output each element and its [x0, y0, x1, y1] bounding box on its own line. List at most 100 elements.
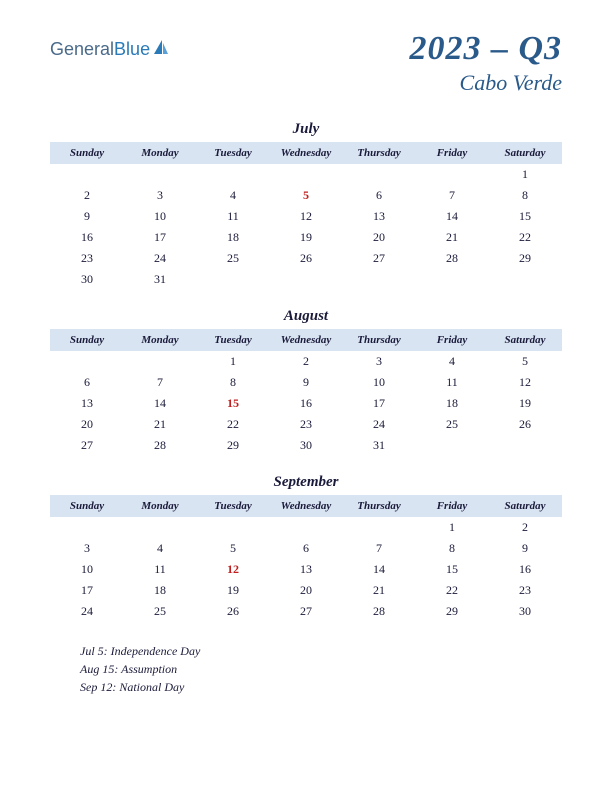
calendar-day: 25: [197, 248, 270, 269]
holidays-list: Jul 5: Independence DayAug 15: Assumptio…: [80, 642, 562, 696]
calendar-week: 3456789: [51, 538, 562, 559]
calendar-day: 25: [416, 414, 489, 435]
calendar-day: 15: [197, 393, 270, 414]
calendar-day: 30: [489, 601, 562, 622]
calendar-day: [416, 269, 489, 290]
calendar-day: [270, 164, 343, 186]
calendar-day: 30: [270, 435, 343, 456]
calendar-day: 27: [343, 248, 416, 269]
calendar-week: 20212223242526: [51, 414, 562, 435]
calendar-day: 7: [416, 185, 489, 206]
calendar-day: 26: [270, 248, 343, 269]
day-header: Saturday: [489, 143, 562, 164]
calendar-day: 13: [51, 393, 124, 414]
calendar-day: 19: [197, 580, 270, 601]
calendar-day: 7: [343, 538, 416, 559]
calendar-day: 29: [197, 435, 270, 456]
calendar-day: [343, 517, 416, 539]
calendar-day: 8: [197, 372, 270, 393]
day-header: Monday: [124, 143, 197, 164]
calendar-day: 22: [489, 227, 562, 248]
calendar-day: 31: [124, 269, 197, 290]
calendar-day: 11: [197, 206, 270, 227]
calendar-day: 19: [270, 227, 343, 248]
calendar-day: 9: [270, 372, 343, 393]
calendar-day: 1: [489, 164, 562, 186]
day-header: Thursday: [343, 330, 416, 351]
calendar-day: [197, 164, 270, 186]
calendar-day: 8: [489, 185, 562, 206]
month-name: July: [50, 121, 562, 138]
day-header: Saturday: [489, 496, 562, 517]
calendar-day: 13: [270, 559, 343, 580]
calendar-day: [51, 351, 124, 373]
calendar-day: [489, 269, 562, 290]
day-header: Monday: [124, 330, 197, 351]
title-block: 2023 – Q3 Cabo Verde: [409, 30, 562, 96]
calendar-day: 6: [270, 538, 343, 559]
months-container: JulySundayMondayTuesdayWednesdayThursday…: [50, 121, 562, 622]
calendar-day: [270, 517, 343, 539]
calendar-day: 2: [489, 517, 562, 539]
calendar-day: [51, 517, 124, 539]
calendar-day: 17: [51, 580, 124, 601]
calendar-day: [416, 164, 489, 186]
calendar-day: 23: [489, 580, 562, 601]
country-title: Cabo Verde: [409, 70, 562, 96]
day-header: Monday: [124, 496, 197, 517]
calendar-day: 21: [343, 580, 416, 601]
day-header: Tuesday: [197, 496, 270, 517]
calendar-day: 27: [270, 601, 343, 622]
calendar-week: 12345: [51, 351, 562, 373]
calendar-day: [51, 164, 124, 186]
calendar-table: SundayMondayTuesdayWednesdayThursdayFrid…: [50, 495, 562, 622]
calendar-day: 31: [343, 435, 416, 456]
logo: GeneralBlue: [50, 38, 170, 61]
calendar-day: [197, 517, 270, 539]
calendar-week: 12: [51, 517, 562, 539]
calendar-day: 25: [124, 601, 197, 622]
calendar-day: 29: [489, 248, 562, 269]
logo-text-blue: Blue: [114, 39, 150, 60]
day-header: Wednesday: [270, 330, 343, 351]
calendar-day: 5: [489, 351, 562, 373]
calendar-day: 20: [343, 227, 416, 248]
calendar-day: 28: [416, 248, 489, 269]
calendar-day: [197, 269, 270, 290]
calendar-day: 30: [51, 269, 124, 290]
calendar-week: 13141516171819: [51, 393, 562, 414]
calendar-day: 18: [124, 580, 197, 601]
calendar-day: 13: [343, 206, 416, 227]
calendar-day: 6: [51, 372, 124, 393]
month-name: September: [50, 474, 562, 491]
holiday-entry: Jul 5: Independence Day: [80, 642, 562, 660]
calendar-day: 18: [416, 393, 489, 414]
calendar-day: 14: [124, 393, 197, 414]
calendar-day: 5: [197, 538, 270, 559]
calendar-week: 24252627282930: [51, 601, 562, 622]
header: GeneralBlue 2023 – Q3 Cabo Verde: [50, 30, 562, 96]
calendar-day: 20: [51, 414, 124, 435]
calendar-day: 9: [489, 538, 562, 559]
calendar-table: SundayMondayTuesdayWednesdayThursdayFrid…: [50, 142, 562, 290]
calendar-day: 5: [270, 185, 343, 206]
day-header: Friday: [416, 330, 489, 351]
calendar-week: 23242526272829: [51, 248, 562, 269]
calendar-day: 3: [51, 538, 124, 559]
logo-text-general: General: [50, 39, 114, 60]
calendar-day: 28: [343, 601, 416, 622]
calendar-day: [124, 517, 197, 539]
calendar-day: 17: [124, 227, 197, 248]
calendar-day: 8: [416, 538, 489, 559]
calendar-day: 18: [197, 227, 270, 248]
calendar-day: [343, 164, 416, 186]
month-block: AugustSundayMondayTuesdayWednesdayThursd…: [50, 308, 562, 456]
calendar-day: 2: [270, 351, 343, 373]
day-header: Wednesday: [270, 143, 343, 164]
calendar-day: 26: [197, 601, 270, 622]
day-header: Sunday: [51, 496, 124, 517]
holiday-entry: Aug 15: Assumption: [80, 660, 562, 678]
calendar-day: 10: [124, 206, 197, 227]
calendar-day: 7: [124, 372, 197, 393]
day-header: Sunday: [51, 143, 124, 164]
